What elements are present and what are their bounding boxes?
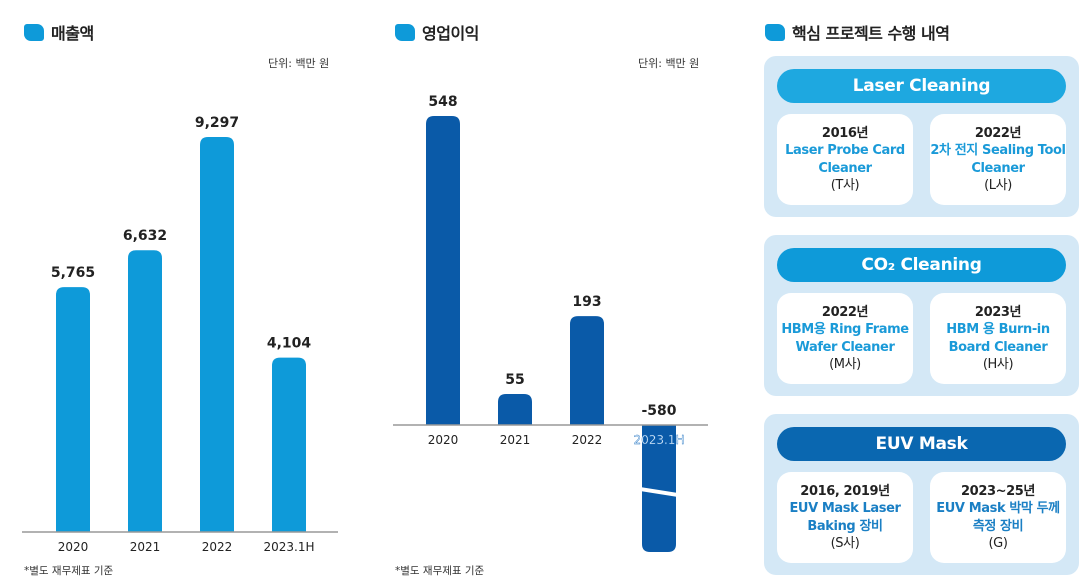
category-label: 2020 [428, 433, 459, 447]
bar [570, 316, 604, 425]
category-label: 2021 [130, 540, 161, 554]
bar [642, 425, 676, 552]
op-profit-note: *별도 재무제표 기준 [395, 565, 485, 577]
project-year: 2016, 2019년 [800, 483, 890, 499]
bullet-icon [24, 23, 44, 41]
project-card: 2016년 Laser Probe Card Cleaner (T사) [777, 114, 913, 205]
data-label: 9,297 [195, 115, 239, 131]
project-client: (H사) [982, 357, 1014, 372]
projects-title: 핵심 프로젝트 수행 내역 [792, 24, 950, 43]
bar [426, 116, 460, 425]
project-name: HBM 용 Burn-in Board Cleaner [946, 322, 1050, 355]
project-card: 2023~25년 EUV Mask 박막 두께 측정 장비 (G) [930, 472, 1066, 563]
bullet-icon [765, 23, 785, 41]
project-year: 2022년 [974, 125, 1022, 141]
project-year: 2023~25년 [961, 483, 1035, 499]
bullet-icon [395, 23, 415, 41]
revenue-title: 매출액 [51, 24, 94, 43]
axis-break-mark [640, 487, 678, 497]
project-client: (T사) [830, 178, 860, 193]
project-panel: CO₂ Cleaning 2022년 HBM용 Ring Frame Wafer… [764, 235, 1079, 396]
project-name: HBM용 Ring Frame Wafer Cleaner [781, 322, 909, 355]
revenue-unit: 단위: 백만 원 [268, 57, 330, 70]
data-label: 6,632 [123, 228, 167, 244]
project-year: 2023년 [974, 304, 1022, 320]
data-label: 55 [505, 372, 524, 388]
project-panel: EUV Mask 2016, 2019년 EUV Mask Laser Baki… [764, 414, 1079, 575]
data-label: 193 [572, 294, 601, 310]
op-profit-header: 영업이익 [395, 20, 479, 44]
category-label: 2023.1H [263, 540, 314, 554]
project-category-pill: Laser Cleaning [777, 69, 1066, 103]
project-panel: Laser Cleaning 2016년 Laser Probe Card Cl… [764, 56, 1079, 217]
project-card: 2016, 2019년 EUV Mask Laser Baking 장비 (S사… [777, 472, 913, 563]
data-label: 4,104 [267, 336, 312, 352]
project-card: 2022년 2차 전지 Sealing Tool Cleaner (L사) [930, 114, 1066, 205]
op-profit-unit: 단위: 백만 원 [638, 57, 700, 70]
revenue-note: *별도 재무제표 기준 [24, 565, 114, 577]
project-client: (S사) [830, 536, 860, 551]
project-year: 2016년 [821, 125, 869, 141]
category-label: 2022 [202, 540, 233, 554]
bar [56, 287, 90, 532]
project-client: (G) [988, 536, 1008, 551]
revenue-header: 매출액 [24, 20, 94, 44]
project-year: 2022년 [821, 304, 869, 320]
project-name: EUV Mask Laser Baking 장비 [789, 501, 901, 534]
bar [128, 250, 162, 532]
project-client: (M사) [829, 357, 861, 372]
project-category-pill: CO₂ Cleaning [777, 248, 1066, 282]
category-label: 2022 [572, 433, 603, 447]
project-client: (L사) [984, 178, 1012, 193]
project-name: Laser Probe Card Cleaner [785, 143, 905, 176]
data-label: 5,765 [51, 265, 95, 281]
bar [272, 357, 306, 532]
category-label: 2021 [500, 433, 531, 447]
project-name: EUV Mask 박막 두께 측정 장비 [936, 501, 1060, 534]
project-category-pill: EUV Mask [777, 427, 1066, 461]
project-name: 2차 전지 Sealing Tool Cleaner [930, 143, 1066, 176]
category-label: 2023.1H [633, 433, 684, 447]
projects-header: 핵심 프로젝트 수행 내역 [765, 20, 950, 44]
op-profit-title: 영업이익 [422, 24, 479, 43]
data-label: 548 [428, 94, 457, 110]
project-card: 2022년 HBM용 Ring Frame Wafer Cleaner (M사) [777, 293, 913, 384]
data-label: -580 [641, 403, 676, 419]
project-card: 2023년 HBM 용 Burn-in Board Cleaner (H사) [930, 293, 1066, 384]
category-label: 2020 [58, 540, 89, 554]
bar [498, 393, 532, 425]
bar [200, 137, 234, 532]
